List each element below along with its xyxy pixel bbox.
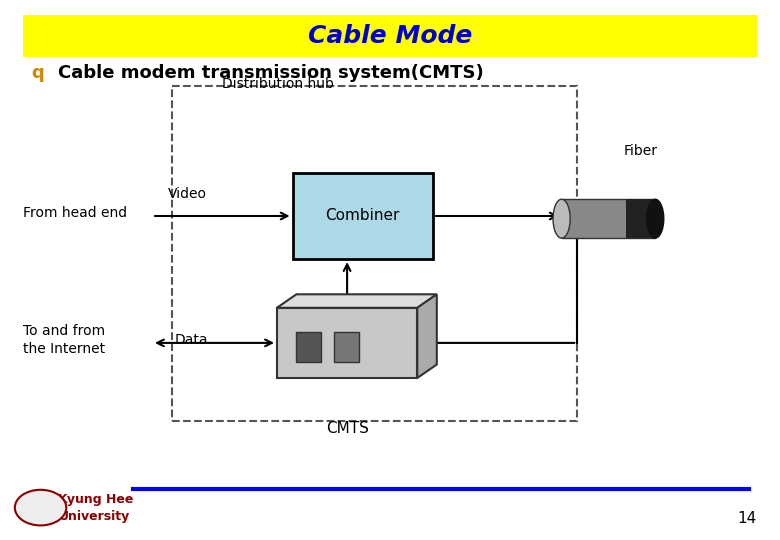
Text: Kyung Hee: Kyung Hee bbox=[58, 493, 134, 506]
Text: University: University bbox=[58, 510, 129, 523]
Text: CMTS: CMTS bbox=[326, 421, 368, 436]
Text: To and from
the Internet: To and from the Internet bbox=[23, 324, 105, 356]
Text: Video: Video bbox=[168, 187, 207, 201]
Ellipse shape bbox=[647, 199, 664, 238]
Text: From head end: From head end bbox=[23, 206, 127, 220]
Polygon shape bbox=[417, 294, 437, 378]
Text: Cable modem transmission system(CMTS): Cable modem transmission system(CMTS) bbox=[58, 64, 484, 82]
Text: Distribution hub: Distribution hub bbox=[222, 77, 334, 91]
Text: 14: 14 bbox=[737, 511, 757, 526]
Circle shape bbox=[15, 490, 66, 525]
FancyBboxPatch shape bbox=[292, 173, 433, 259]
FancyBboxPatch shape bbox=[23, 15, 757, 57]
Text: Data: Data bbox=[175, 333, 208, 347]
FancyBboxPatch shape bbox=[334, 332, 359, 362]
Text: Combiner: Combiner bbox=[325, 208, 400, 224]
FancyBboxPatch shape bbox=[626, 199, 658, 238]
Text: q: q bbox=[31, 64, 44, 82]
FancyBboxPatch shape bbox=[296, 332, 321, 362]
FancyBboxPatch shape bbox=[562, 199, 655, 238]
Polygon shape bbox=[277, 294, 437, 308]
Text: Cable Mode: Cable Mode bbox=[308, 24, 472, 48]
Text: Fiber: Fiber bbox=[624, 144, 658, 158]
FancyBboxPatch shape bbox=[277, 308, 417, 378]
Ellipse shape bbox=[553, 199, 570, 238]
